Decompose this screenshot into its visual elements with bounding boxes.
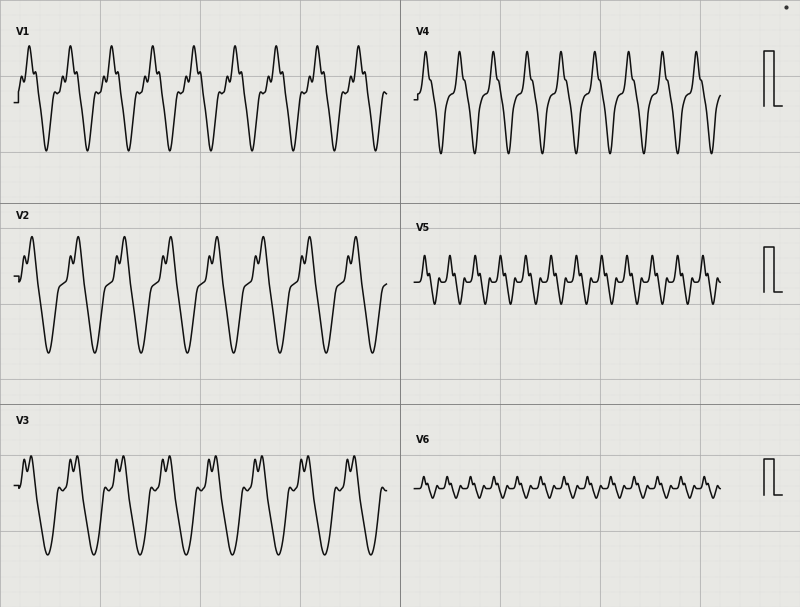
Text: V3: V3 bbox=[16, 416, 30, 426]
Text: V2: V2 bbox=[16, 211, 30, 221]
Text: V4: V4 bbox=[416, 27, 430, 37]
Text: V5: V5 bbox=[416, 223, 430, 233]
Text: V6: V6 bbox=[416, 435, 430, 446]
Text: V1: V1 bbox=[16, 27, 30, 37]
